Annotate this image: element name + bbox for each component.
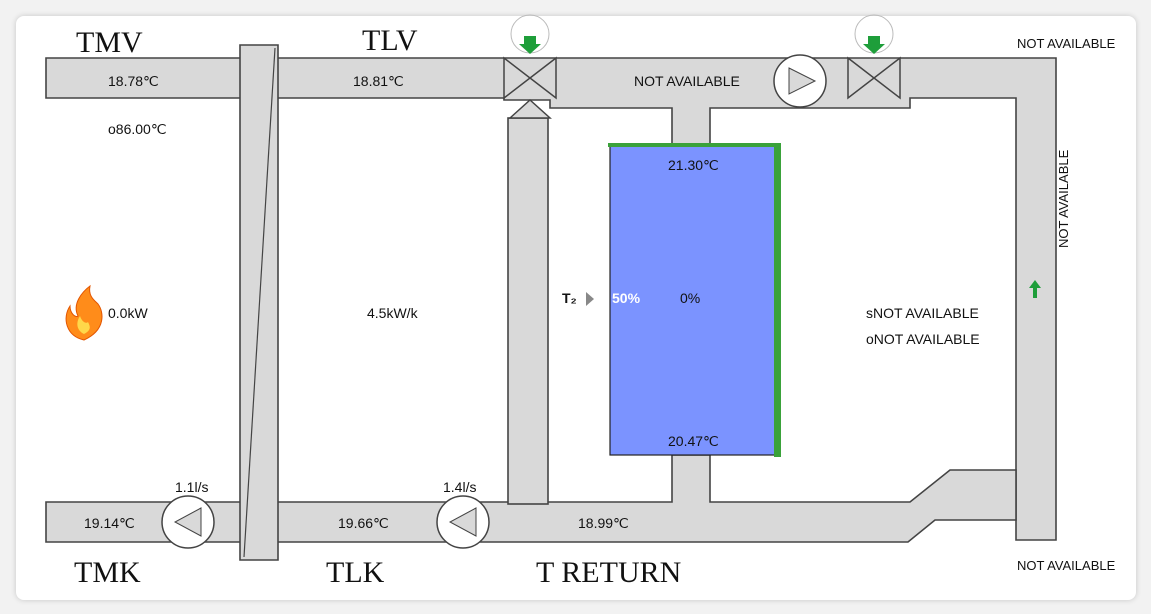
right-vertical-value: NOT AVAILABLE <box>1056 149 1071 248</box>
tmv-temp: 18.78℃ <box>108 73 159 89</box>
tmk-label: TMK <box>74 556 141 589</box>
sensor-label: T₂ <box>562 290 577 306</box>
valve-actuator-icon <box>510 14 894 54</box>
sensor-arrow-icon <box>586 292 594 306</box>
burner-power: 0.0kW <box>108 305 148 321</box>
treturn-temp: 18.99℃ <box>578 515 629 531</box>
status-s: sNOT AVAILABLE <box>866 305 979 321</box>
pump-icon[interactable] <box>161 495 215 549</box>
tmk-temp: 19.14℃ <box>84 515 135 531</box>
top-right-value: NOT AVAILABLE <box>1017 36 1116 51</box>
tank-bottom-temp: 20.47℃ <box>668 433 719 449</box>
tlv-label: TLV <box>362 24 418 57</box>
tank-edge <box>774 143 781 457</box>
supply-pipe <box>45 57 1057 541</box>
tank-level-center: 0% <box>680 290 700 306</box>
flame-icon <box>65 284 103 341</box>
tlk-label: TLK <box>326 556 385 589</box>
tlk-temp: 19.66℃ <box>338 515 389 531</box>
valve-icon[interactable] <box>847 56 901 100</box>
tlv-temp: 18.81℃ <box>353 73 404 89</box>
pump1-flow: 1.1l/s <box>175 479 208 495</box>
treturn-label: T RETURN <box>536 556 681 589</box>
valve-icon[interactable] <box>503 56 557 119</box>
supply-right-value: NOT AVAILABLE <box>634 73 740 89</box>
bottom-right-value: NOT AVAILABLE <box>1017 558 1116 573</box>
pump-icon[interactable] <box>436 495 490 549</box>
tank-level-left: 50% <box>612 290 641 306</box>
bypass-pipe <box>507 117 549 505</box>
tank-top-temp: 21.30℃ <box>668 157 719 173</box>
tmv-setpoint: o86.00℃ <box>108 121 167 137</box>
status-o: oNOT AVAILABLE <box>866 331 980 347</box>
pump2-flow: 1.4l/s <box>443 479 476 495</box>
arrow-up-icon <box>1029 280 1041 298</box>
hx-coefficient: 4.5kW/k <box>367 305 419 321</box>
pump-icon[interactable] <box>773 54 827 108</box>
tmv-label: TMV <box>76 26 143 59</box>
storage-tank <box>609 144 781 456</box>
arrow-down-icon <box>519 36 885 54</box>
